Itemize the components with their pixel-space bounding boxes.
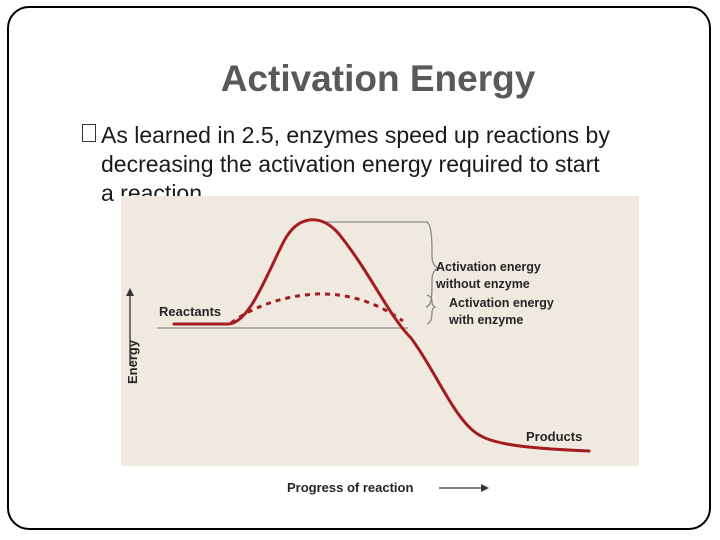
with-enzyme-label-line2: with enzyme bbox=[448, 313, 523, 327]
without-enzyme-label-line1: Activation energy bbox=[436, 260, 541, 274]
products-label: Products bbox=[526, 429, 582, 444]
x-axis-label: Progress of reaction bbox=[287, 480, 413, 495]
without-enzyme-label-line2: without enzyme bbox=[435, 277, 530, 291]
reactants-label: Reactants bbox=[159, 304, 221, 319]
y-axis-arrowhead bbox=[126, 288, 134, 296]
curve-with-enzyme bbox=[230, 292, 404, 325]
curve-without-enzyme bbox=[172, 218, 591, 453]
with-enzyme-label-line1: Activation energy bbox=[449, 296, 554, 310]
x-axis-arrowhead bbox=[481, 484, 489, 492]
energy-diagram: Energy Reactants Products Activation ene… bbox=[121, 196, 639, 500]
y-axis-label: Energy bbox=[125, 339, 140, 384]
bullet-line-2: decreasing the activation energy require… bbox=[101, 151, 600, 177]
brace-without-enzyme bbox=[425, 221, 440, 308]
square-bullet-icon bbox=[82, 124, 96, 142]
slide-title: Activation Energy bbox=[220, 58, 536, 99]
brace-with-enzyme bbox=[426, 294, 437, 325]
bullet-item: As learned in 2.5, enzymes speed up reac… bbox=[82, 121, 692, 208]
bullet-text: As learned in 2.5, enzymes speed up reac… bbox=[101, 121, 692, 208]
bullet-line-1: As learned in 2.5, enzymes speed up reac… bbox=[101, 122, 610, 148]
diagram-bottom-margin bbox=[121, 466, 639, 500]
diagram-background bbox=[121, 196, 639, 500]
